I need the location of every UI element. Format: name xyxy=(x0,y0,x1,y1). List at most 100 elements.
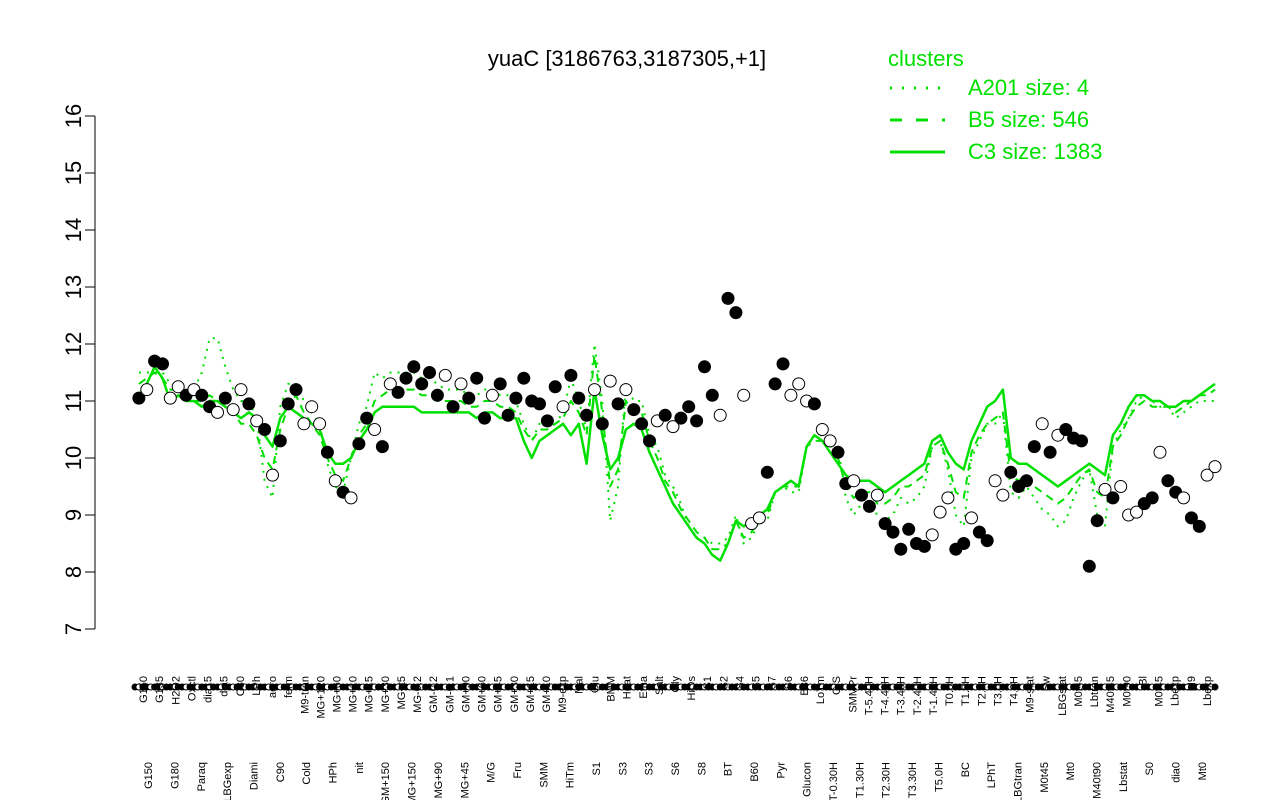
x-tick-label: M0t45 xyxy=(1073,676,1085,707)
x-axis-ticks xyxy=(131,683,1219,691)
x-tick-label: T3.30H xyxy=(907,762,919,798)
data-point xyxy=(289,383,303,397)
x-tick-label: T1.0H xyxy=(960,676,972,706)
data-point xyxy=(1098,482,1112,496)
x-tick-label: Lbtran xyxy=(1089,676,1101,707)
data-point xyxy=(438,368,452,382)
x-tick-label: H2O2 xyxy=(170,676,182,705)
legend-entry-label: C3 size: 1383 xyxy=(968,139,1103,164)
x-tick-label: LBGtran xyxy=(1012,762,1024,800)
x-tick-label: Glucon xyxy=(802,762,814,797)
x-tick-label: BT xyxy=(723,762,735,776)
data-point xyxy=(1106,491,1120,505)
x-tick-label: M9-stat xyxy=(1025,676,1037,713)
x-tick-label: T-4.40H xyxy=(880,676,892,715)
data-point xyxy=(407,360,421,374)
x-tick-label: M0t45 xyxy=(1039,762,1051,793)
x-tick-label: T-1.40H xyxy=(928,676,940,715)
x-axis-labels: G150 G135 H2O2 Oxctl dia15 dia5 C30 LPh aero ferm… xyxy=(138,675,1214,800)
x-tick-label: MG+15 xyxy=(364,676,376,712)
x-tick-label: nit xyxy=(354,762,366,774)
x-tick-label: HPh xyxy=(328,762,340,783)
x-tick-label: GM+10 xyxy=(541,676,553,712)
data-point xyxy=(988,474,1002,488)
x-tick-label: Lbstat xyxy=(1118,762,1130,792)
data-point xyxy=(211,405,224,419)
x-tick-label: Sw xyxy=(1041,676,1053,691)
x-tick-label: M40t90 xyxy=(1092,762,1104,799)
data-point xyxy=(352,437,366,451)
x-tick-label: S8 xyxy=(696,762,708,775)
data-point xyxy=(1090,514,1104,528)
data-point xyxy=(399,371,413,385)
x-tick-label: MG+t5 xyxy=(396,676,408,709)
data-point xyxy=(1161,474,1175,488)
data-point xyxy=(855,488,868,502)
x-tick-label: aero xyxy=(267,676,279,698)
data-point xyxy=(509,391,523,405)
x-tick-label: S1 xyxy=(702,676,714,689)
x-tick-label: C30 xyxy=(235,676,247,696)
x-tick-label: Mt0 xyxy=(1197,762,1209,780)
data-point xyxy=(611,397,625,411)
x-tick-label: T1.30H xyxy=(854,762,866,798)
series-line-dashed xyxy=(138,354,1216,551)
x-tick-label: dia0 xyxy=(1171,762,1183,783)
data-point xyxy=(1130,505,1143,519)
x-tick-label: Diami xyxy=(249,762,261,790)
x-tick-label: LoTm xyxy=(815,676,827,704)
x-tick-label: MG+60 xyxy=(332,676,344,712)
x-tick-label: Gly xyxy=(670,676,682,693)
x-tick-label: T-3.40H xyxy=(896,676,908,715)
data-point xyxy=(925,528,939,542)
x-tick-label: HiTm xyxy=(565,762,577,788)
x-tick-label: M9 xyxy=(1186,676,1198,691)
data-point xyxy=(902,522,916,536)
data-point xyxy=(266,468,279,482)
data-point xyxy=(847,474,861,488)
x-tick-label: MG+45 xyxy=(459,762,471,798)
x-tick-label: T0.0H xyxy=(944,676,956,706)
data-point xyxy=(768,377,782,391)
data-point xyxy=(375,440,389,454)
data-point xyxy=(1035,417,1049,431)
data-point xyxy=(250,414,264,428)
x-tick-label: Mal xyxy=(573,676,585,694)
data-point xyxy=(776,357,790,371)
data-point xyxy=(729,306,743,320)
data-point xyxy=(501,408,515,422)
data-point xyxy=(313,417,327,431)
x-tick-label: Mt0 xyxy=(1065,762,1077,780)
x-tick-label: T-2.40H xyxy=(912,676,924,715)
data-point xyxy=(752,511,766,525)
x-tick-label: MG+150 xyxy=(407,762,419,800)
data-point xyxy=(1192,519,1206,533)
legend: clusters A201 size: 4 B5 size: 546 C3 size… xyxy=(888,46,1103,164)
x-tick-label: Pyr xyxy=(775,762,787,779)
x-tick-label: S6 xyxy=(783,676,795,689)
x-tick-label: Etha xyxy=(638,675,650,699)
data-point xyxy=(965,511,978,525)
data-point xyxy=(572,391,586,405)
data-point xyxy=(1184,511,1198,525)
data-point xyxy=(368,423,382,436)
x-tick-label: S2 xyxy=(718,676,730,689)
x-tick-label: SMMPr xyxy=(847,676,859,713)
data-point xyxy=(713,408,727,422)
x-tick-label: LPhT xyxy=(986,762,998,789)
y-tick-label: 7 xyxy=(61,623,86,635)
data-point xyxy=(1082,559,1096,573)
x-tick-label: BC xyxy=(960,762,972,777)
y-tick-label: 16 xyxy=(61,104,86,128)
data-point xyxy=(423,366,436,379)
x-tick-label: HiOs xyxy=(686,676,698,701)
data-point xyxy=(627,403,641,417)
data-point xyxy=(493,377,507,391)
data-point xyxy=(1075,434,1088,448)
data-point xyxy=(1004,465,1018,479)
data-point xyxy=(462,391,476,405)
y-tick-label: 13 xyxy=(61,275,86,299)
legend-entry-label: A201 size: 4 xyxy=(968,75,1089,100)
x-tick-label: LBGexp xyxy=(222,762,234,800)
data-point xyxy=(415,377,429,391)
